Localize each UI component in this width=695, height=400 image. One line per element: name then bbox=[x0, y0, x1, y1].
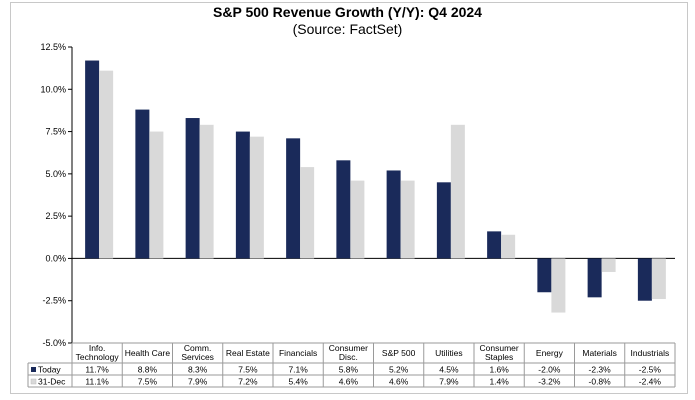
category-label: Financials bbox=[279, 348, 317, 358]
y-tick-label: 2.5% bbox=[45, 211, 66, 221]
bar-31-dec bbox=[350, 180, 365, 259]
bar-today bbox=[336, 160, 351, 259]
bar-31-dec bbox=[651, 258, 666, 300]
data-label: 7.9% bbox=[439, 377, 459, 387]
category-label: Consumer bbox=[329, 343, 368, 353]
category-label: Info. bbox=[89, 343, 106, 353]
bar-today bbox=[637, 258, 652, 301]
data-label: 4.6% bbox=[389, 377, 409, 387]
category-label: Real Estate bbox=[226, 348, 270, 358]
y-tick-label: -5.0% bbox=[42, 338, 66, 348]
category-label: Disc. bbox=[339, 352, 358, 362]
data-label: 11.1% bbox=[85, 377, 109, 387]
data-label: 8.3% bbox=[188, 365, 208, 375]
bar-31-dec bbox=[400, 180, 415, 259]
bar-31-dec bbox=[450, 124, 465, 259]
data-label: -3.2% bbox=[538, 377, 561, 387]
bar-31-dec bbox=[249, 136, 264, 259]
data-label: 7.9% bbox=[188, 377, 208, 387]
bar-today bbox=[185, 118, 200, 259]
category-label: Industrials bbox=[631, 348, 670, 358]
bar-31-dec bbox=[99, 70, 114, 259]
data-label: 4.5% bbox=[439, 365, 459, 375]
data-label: 4.6% bbox=[339, 377, 359, 387]
bar-31-dec bbox=[601, 258, 616, 272]
data-label: 7.5% bbox=[138, 377, 158, 387]
chart-title: S&P 500 Revenue Growth (Y/Y): Q4 2024 bbox=[213, 4, 482, 20]
data-label: -2.3% bbox=[589, 365, 612, 375]
y-tick-label: 12.5% bbox=[40, 42, 66, 52]
bar-31-dec bbox=[149, 131, 164, 259]
bar-today bbox=[487, 231, 502, 259]
chart-frame bbox=[10, 2, 688, 394]
bar-today bbox=[135, 109, 150, 259]
data-label: 1.4% bbox=[489, 377, 509, 387]
data-label: 7.2% bbox=[238, 377, 258, 387]
legend-key-today bbox=[31, 367, 36, 372]
y-tick-label: 10.0% bbox=[40, 84, 66, 94]
category-label: Technology bbox=[76, 352, 120, 362]
data-label: 5.4% bbox=[288, 377, 308, 387]
y-tick-label: 5.0% bbox=[45, 169, 66, 179]
data-label: -2.0% bbox=[538, 365, 561, 375]
category-label: Comm. bbox=[184, 343, 211, 353]
chart-title-block: S&P 500 Revenue Growth (Y/Y): Q4 2024 (S… bbox=[0, 4, 695, 37]
y-tick-label: 0.0% bbox=[45, 253, 66, 263]
data-label: 11.7% bbox=[85, 365, 109, 375]
data-label: 7.1% bbox=[288, 365, 308, 375]
y-tick-label: 7.5% bbox=[45, 127, 66, 137]
legend-label: Today bbox=[38, 365, 61, 375]
data-label: 1.6% bbox=[489, 365, 509, 375]
bar-31-dec bbox=[501, 234, 516, 259]
bar-today bbox=[386, 170, 401, 259]
data-label: 5.8% bbox=[339, 365, 359, 375]
category-label: Staples bbox=[485, 352, 513, 362]
data-label: 7.5% bbox=[238, 365, 258, 375]
bar-31-dec bbox=[300, 167, 315, 259]
bar-31-dec bbox=[199, 124, 214, 259]
category-label: S&P 500 bbox=[382, 348, 416, 358]
data-label: -2.4% bbox=[639, 377, 662, 387]
y-tick-label: -2.5% bbox=[42, 296, 66, 306]
bar-today bbox=[235, 131, 250, 259]
bar-today bbox=[436, 182, 451, 259]
data-label: 5.2% bbox=[389, 365, 409, 375]
category-label: Energy bbox=[536, 348, 564, 358]
category-label: Consumer bbox=[480, 343, 519, 353]
data-label: -0.8% bbox=[589, 377, 612, 387]
bar-today bbox=[537, 258, 552, 293]
data-label: -2.5% bbox=[639, 365, 662, 375]
chart-subtitle: (Source: FactSet) bbox=[292, 21, 403, 37]
category-label: Utilities bbox=[435, 348, 462, 358]
category-label: Materials bbox=[582, 348, 616, 358]
category-label: Services bbox=[181, 352, 214, 362]
bar-today bbox=[286, 138, 301, 259]
bar-31-dec bbox=[551, 258, 566, 313]
legend-label: 31-Dec bbox=[38, 377, 66, 387]
bar-today bbox=[587, 258, 602, 298]
data-label: 8.8% bbox=[138, 365, 158, 375]
legend-key-31-dec bbox=[30, 378, 37, 385]
category-label: Health Care bbox=[125, 348, 171, 358]
bar-today bbox=[85, 60, 100, 259]
